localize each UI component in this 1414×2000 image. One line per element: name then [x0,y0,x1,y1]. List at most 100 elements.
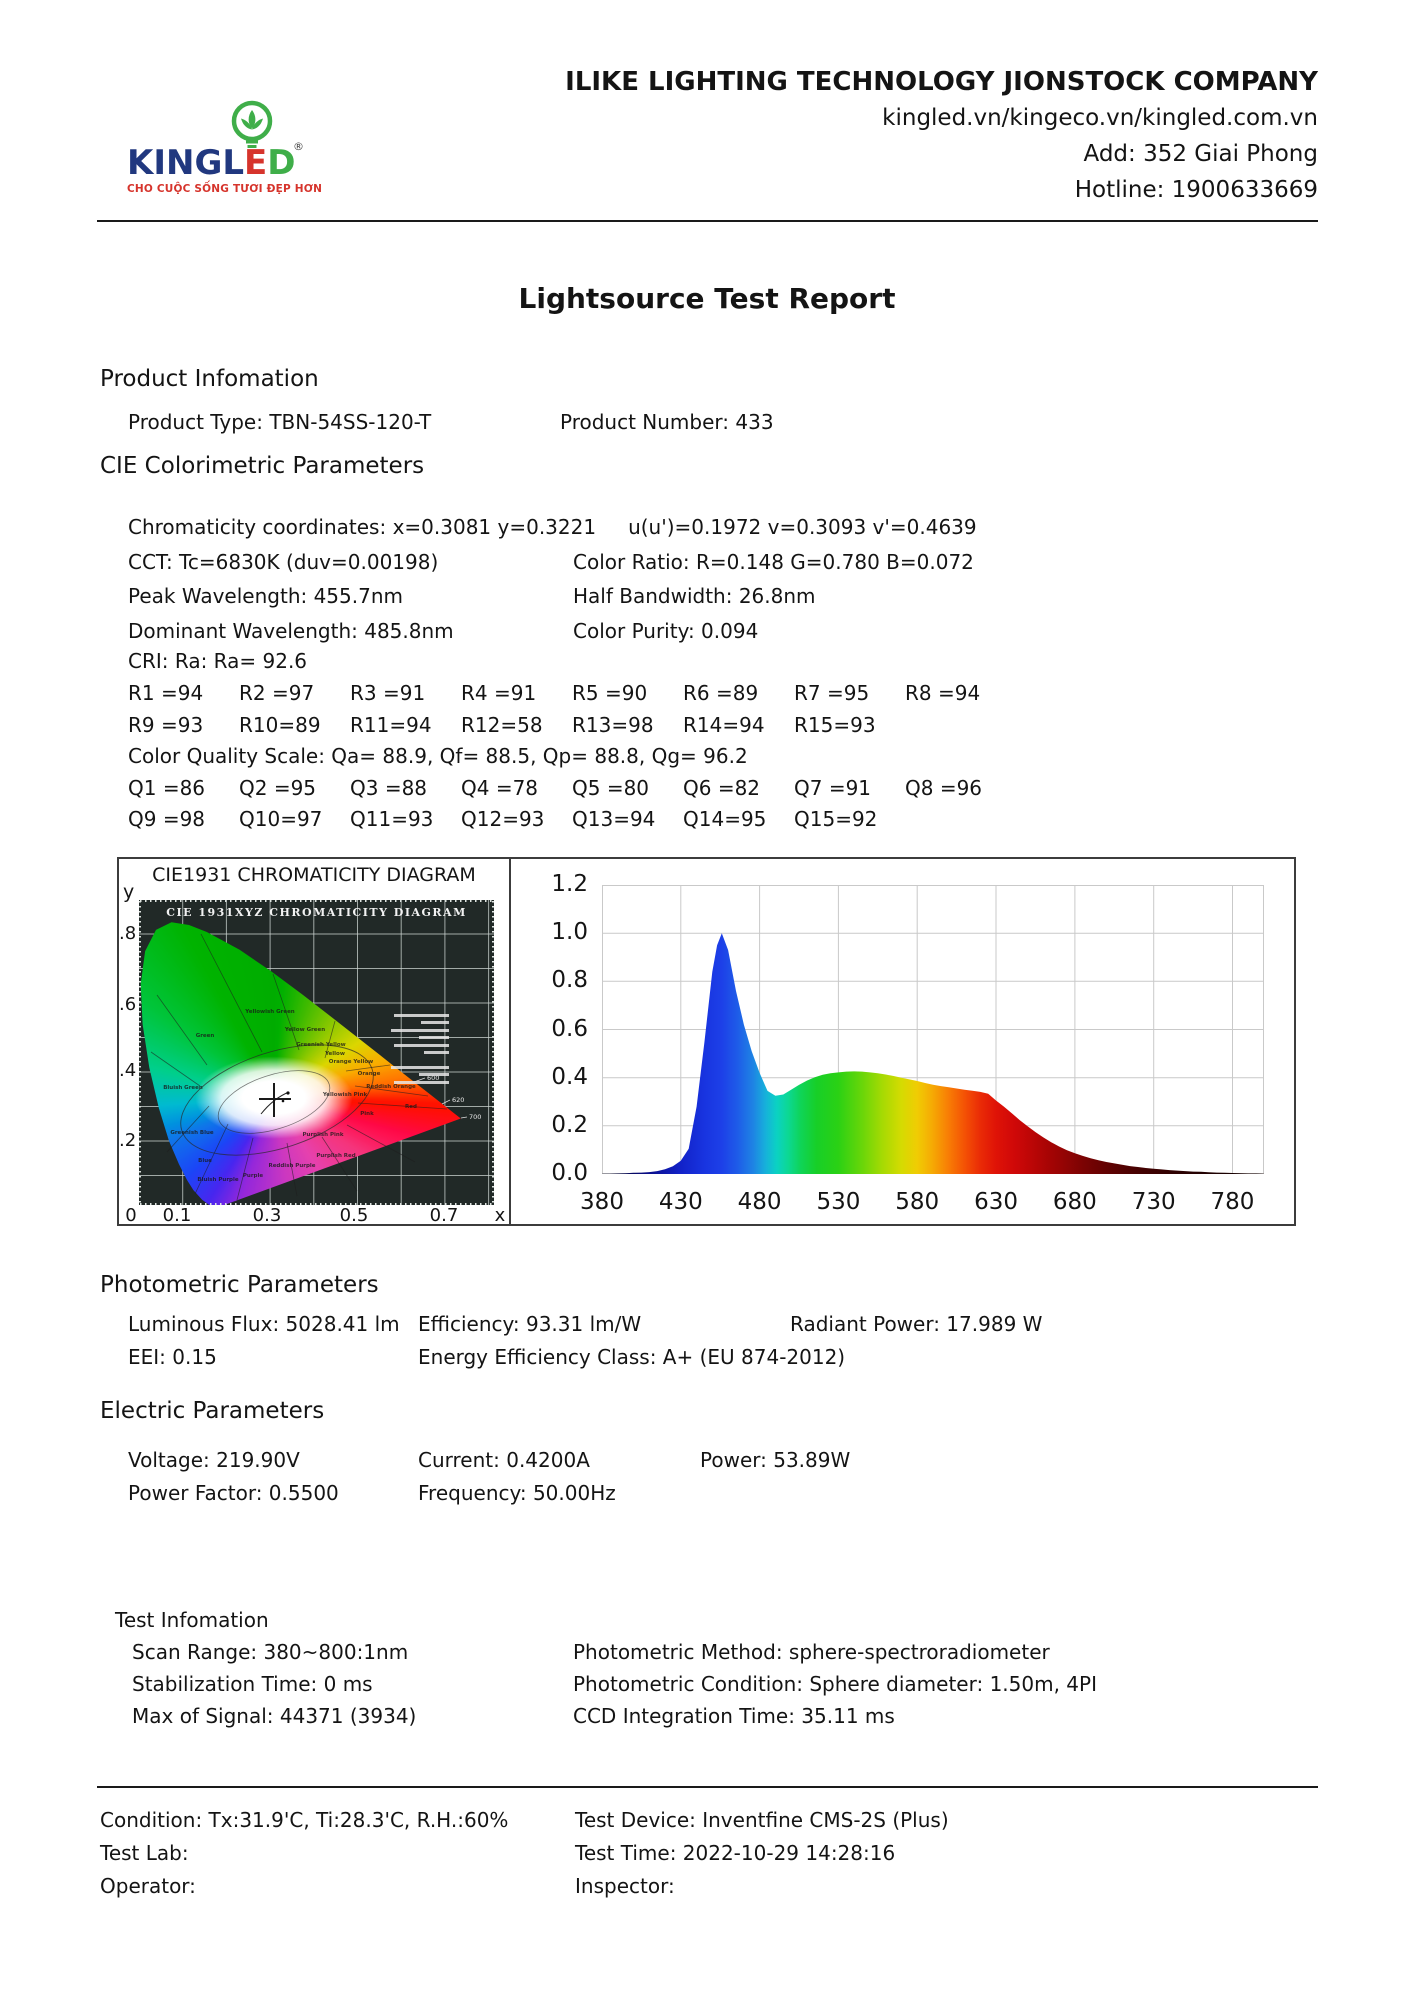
spd-y-tick-label: 0.0 [551,1160,588,1186]
cie-y-axis-label: y [123,881,135,903]
cct-value: CCT: Tc=6830K (duv=0.00198) [128,550,439,574]
value-cell: Q9 =98 [128,807,206,831]
cie-diagram-image: Green Yellowish Green Yellow Green Greenish… [139,900,494,1205]
cie-x-tick: 0.7 [429,1205,459,1226]
value-cell: R15=93 [794,713,876,737]
registered-trademark-symbol: ® [293,140,304,153]
cqs-q-values-row1: Q1 =86 Q2 =95 Q3 =88 Q4 =78 Q5 =80 Q6 =82 Q7 =… [128,776,1016,800]
spd-y-tick-label: 0.6 [551,1015,588,1042]
spd-x-tick-label: 430 [658,1189,703,1215]
test-time: Test Time: 2022-10-29 14:28:16 [575,1841,896,1865]
value-cell: Q14=95 [683,807,767,831]
cie-region-label: Purple [243,1173,263,1179]
power-factor: Power Factor: 0.5500 [128,1481,339,1505]
value-cell: Q4 =78 [461,776,539,800]
cie-inner-title: CIE 1931XYZ CHROMATICITY DIAGRAM [166,906,467,919]
color-quality-scale: Color Quality Scale: Qa= 88.9, Qf= 88.5,… [128,744,748,768]
kingled-wordmark: KINGLED [127,143,296,183]
cie-wavelength-label: 600 [427,1074,439,1082]
test-info-heading: Test Infomation [115,1608,269,1632]
cie-x-tick: 0 [125,1205,137,1226]
cie-region-label: Bluish Purple [197,1177,238,1183]
spectral-distribution-plot [602,885,1264,1174]
spd-x-tick-label: 730 [1131,1189,1176,1215]
value-cell: R12=58 [461,713,543,737]
cie-y-tick: .8 [119,923,137,944]
kingled-logo: KINGLED ® CHO CUỘC SỐNG TƯƠI ĐẸP HƠN [127,100,322,200]
company-website: kingled.vn/kingeco.vn/kingled.com.vn [882,105,1318,131]
test-condition: Condition: Tx:31.9'C, Ti:28.3'C, R.H.:60… [100,1808,509,1832]
spd-x-tick-label: 680 [1052,1189,1097,1215]
cie-x-axis-label: x [494,1205,506,1226]
value-cell: Q1 =86 [128,776,206,800]
cie-region-label: Yellow [324,1051,345,1057]
spd-x-tick-label: 580 [895,1189,940,1215]
spd-y-tick-label: 0.8 [551,967,588,994]
ccd-integration-time: CCD Integration Time: 35.11 ms [573,1704,895,1728]
value-cell: R5 =90 [572,681,648,705]
value-cell: Q3 =88 [350,776,428,800]
product-info-heading: Product Infomation [100,366,319,392]
cri-r-values-row2: R9 =93 R10=89 R11=94 R12=58 R13=98 R14=94 R15=… [128,713,1016,737]
efficiency: Efficiency: 93.31 lm/W [418,1312,642,1336]
company-name: ILIKE LIGHTING TECHNOLOGY JIONSTOCK COMP… [565,67,1318,97]
cie-region-label: Yellowish Pink [322,1092,368,1098]
value-cell: R6 =89 [683,681,759,705]
cie-region-label: Yellowish Green [244,1009,295,1015]
max-of-signal: Max of Signal: 44371 (3934) [132,1704,417,1728]
cie-x-tick: 0.5 [339,1205,369,1226]
spd-x-tick-label: 630 [974,1189,1018,1215]
spd-x-tick-label: 380 [580,1189,624,1215]
footer-divider [97,1786,1318,1788]
cie-region-label: Reddish Orange [366,1084,416,1090]
spd-y-tick-label: 1.2 [551,871,588,897]
value-cell: R8 =94 [905,681,981,705]
spd-y-tick-label: 1.0 [551,919,588,946]
energy-efficiency-class: Energy Efficiency Class: A+ (EU 874-2012… [418,1345,846,1369]
cie-wavelength-label: 620 [452,1096,464,1104]
spd-y-tick-label: 0.2 [551,1111,588,1138]
value-cell: Q13=94 [572,807,656,831]
dominant-wavelength: Dominant Wavelength: 485.8nm [128,619,454,643]
cie-region-label: Purplish Red [316,1153,355,1159]
value-cell: Q8 =96 [905,776,983,800]
scan-range: Scan Range: 380~800:1nm [132,1640,409,1664]
value-cell: R10=89 [239,713,321,737]
value-cell: Q7 =91 [794,776,872,800]
eei: EEI: 0.15 [128,1345,217,1369]
value-cell: R4 =91 [461,681,537,705]
value-cell: Q10=97 [239,807,323,831]
value-cell: R3 =91 [350,681,426,705]
spd-x-tick-label: 530 [816,1189,861,1215]
value-cell: Q6 =82 [683,776,761,800]
cie-region-label: Green [196,1033,215,1039]
cri-r-values-row1: R1 =94 R2 =97 R3 =91 R4 =91 R5 =90 R6 =89 R7 =… [128,681,1016,705]
voltage: Voltage: 219.90V [128,1448,300,1472]
header-divider [97,220,1318,222]
value-cell: R9 =93 [128,713,204,737]
value-cell: R1 =94 [128,681,204,705]
cqs-q-values-row2: Q9 =98 Q10=97 Q11=93 Q12=93 Q13=94 Q14=95 Q15=… [128,807,1016,831]
half-bandwidth: Half Bandwidth: 26.8nm [573,584,816,608]
logo-tagline: CHO CUỘC SỐNG TƯƠI ĐẸP HƠN [127,183,323,195]
color-purity: Color Purity: 0.094 [573,619,759,643]
cie-region-label: Reddish Purple [268,1163,315,1169]
cie-y-tick: .6 [119,994,137,1015]
spd-y-tick-label: 0.4 [551,1063,588,1090]
value-cell: Q5 =80 [572,776,650,800]
value-cell: Q15=92 [794,807,878,831]
cie-chart-title: CIE1931 CHROMATICITY DIAGRAM [152,864,476,886]
cie-y-tick: .4 [119,1060,137,1081]
photometric-method: Photometric Method: sphere-spectroradiom… [573,1640,1050,1664]
cie-x-tick: 0.3 [252,1205,282,1226]
cie-chromaticity-chart: CIE1931 CHROMATICITY DIAGRAM y [119,859,509,1226]
value-cell: Q2 =95 [239,776,317,800]
value-cell: R2 =97 [239,681,315,705]
cie-region-label: Red [405,1104,417,1110]
spectral-distribution-chart: 380 430 480 530 580 630 680 730 780 0.0 0.2 0.4 0.6 0… [511,859,1298,1224]
current: Current: 0.4200A [418,1448,590,1472]
inspector: Inspector: [575,1874,675,1898]
charts-panel: CIE1931 CHROMATICITY DIAGRAM y [117,857,1296,1226]
cie-region-label: Greenish Yellow [296,1042,345,1048]
test-lab: Test Lab: [100,1841,189,1865]
